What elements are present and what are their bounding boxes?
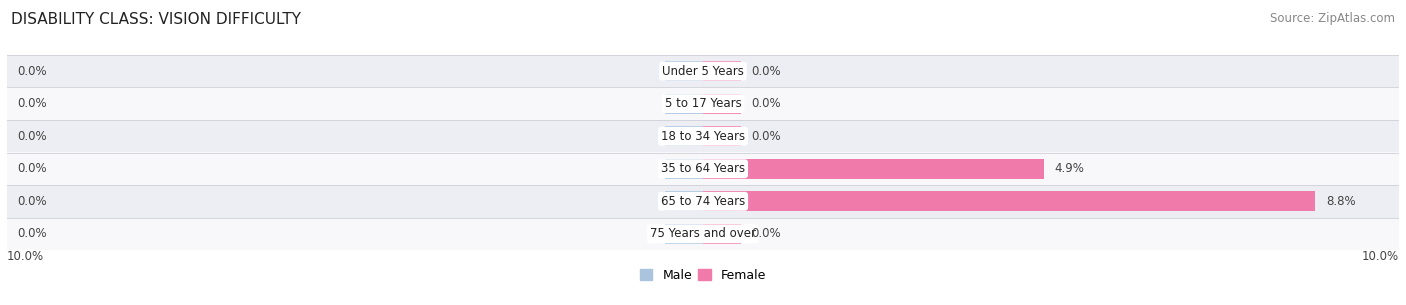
Bar <box>665 61 703 81</box>
Bar <box>703 94 741 114</box>
Text: 0.0%: 0.0% <box>752 65 782 78</box>
Text: 5 to 17 Years: 5 to 17 Years <box>665 97 741 110</box>
Text: DISABILITY CLASS: VISION DIFFICULTY: DISABILITY CLASS: VISION DIFFICULTY <box>11 12 301 27</box>
Legend: Male, Female: Male, Female <box>636 264 770 287</box>
Bar <box>703 126 741 146</box>
Text: 0.0%: 0.0% <box>17 227 46 240</box>
Text: 35 to 64 Years: 35 to 64 Years <box>661 162 745 175</box>
Text: 65 to 74 Years: 65 to 74 Years <box>661 195 745 208</box>
Text: 0.0%: 0.0% <box>17 162 46 175</box>
Bar <box>7 185 1399 217</box>
Bar <box>665 191 703 211</box>
Text: 0.0%: 0.0% <box>752 130 782 143</box>
Text: 8.8%: 8.8% <box>1326 195 1355 208</box>
Bar <box>703 61 741 81</box>
Text: 0.0%: 0.0% <box>752 97 782 110</box>
Text: 75 Years and over: 75 Years and over <box>650 227 756 240</box>
Bar <box>665 126 703 146</box>
Text: 4.9%: 4.9% <box>1054 162 1084 175</box>
Bar <box>703 224 741 244</box>
Text: Under 5 Years: Under 5 Years <box>662 65 744 78</box>
Bar <box>665 94 703 114</box>
Text: 18 to 34 Years: 18 to 34 Years <box>661 130 745 143</box>
Bar <box>703 159 1045 179</box>
Bar <box>665 159 703 179</box>
Text: 0.0%: 0.0% <box>752 227 782 240</box>
Bar <box>7 217 1399 250</box>
Text: 0.0%: 0.0% <box>17 65 46 78</box>
Bar <box>703 191 1316 211</box>
Bar <box>7 55 1399 88</box>
Text: 0.0%: 0.0% <box>17 195 46 208</box>
Text: 10.0%: 10.0% <box>1362 250 1399 263</box>
Bar <box>7 120 1399 152</box>
Bar <box>7 152 1399 185</box>
Text: 10.0%: 10.0% <box>7 250 44 263</box>
Bar <box>7 88 1399 120</box>
Text: Source: ZipAtlas.com: Source: ZipAtlas.com <box>1270 12 1395 25</box>
Text: 0.0%: 0.0% <box>17 97 46 110</box>
Text: 0.0%: 0.0% <box>17 130 46 143</box>
Bar <box>665 224 703 244</box>
